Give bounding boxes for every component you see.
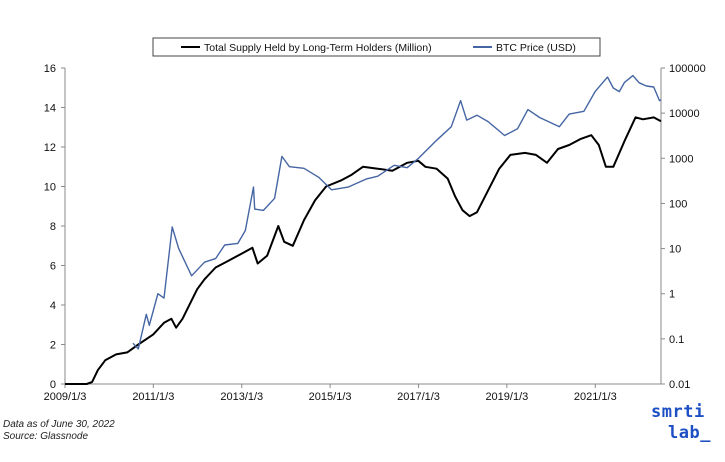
footnote-date: Data as of June 30, 2022	[3, 419, 115, 430]
x-tick-label: 2017/1/3	[397, 391, 440, 403]
series-lines	[65, 74, 662, 385]
x-tick-label: 2009/1/3	[44, 391, 87, 403]
series-line-btc-price	[132, 74, 662, 350]
legend-box	[152, 37, 601, 57]
y-right-tick-label: 1	[669, 289, 675, 301]
brand-logo: smrti lab_	[651, 402, 721, 444]
y-left-tick-label: 16	[44, 63, 56, 75]
y-right-tick-label: 100000	[669, 63, 706, 75]
x-tick-label: 2019/1/3	[485, 391, 528, 403]
y-left-tick-label: 8	[50, 221, 56, 233]
y-left-tick-label: 10	[44, 182, 56, 194]
chart-axes	[61, 67, 665, 388]
y-right-tick-label: 1000	[669, 153, 693, 165]
y-right-tick-label: 10000	[669, 108, 700, 120]
y-right-tick-label: 10	[669, 244, 681, 256]
x-tick-label: 2011/1/3	[132, 391, 174, 403]
y-left-tick-label: 12	[44, 142, 56, 154]
y-left-tick-label: 6	[50, 261, 56, 273]
x-tick-label: 2013/1/3	[220, 391, 263, 403]
legend-label-lth-supply: Total Supply Held by Long-Term Holders (…	[204, 42, 432, 54]
footnote-source: Source: Glassnode	[3, 431, 89, 442]
x-tick-label: 2015/1/3	[309, 391, 352, 403]
y-left-tick-label: 2	[50, 340, 56, 352]
tick-labels: 0 2 4 6 8 10 12 14 16 0.01 0.1 1 10 100 1000 10000 10000…	[44, 63, 706, 403]
series-line-lth-supply	[65, 116, 662, 385]
y-right-tick-label: 0.1	[669, 334, 684, 346]
y-left-tick-label: 0	[50, 379, 56, 391]
x-tick-label: 2021/1/3	[574, 391, 617, 403]
y-left-tick-label: 4	[50, 300, 56, 312]
logo-line-2: lab_	[668, 423, 711, 443]
y-right-tick-label: 100	[669, 198, 687, 210]
y-right-tick-label: 0.01	[669, 379, 690, 391]
legend-label-btc-price: BTC Price (USD)	[496, 42, 576, 54]
logo-line-1: smrti	[651, 402, 705, 422]
legend: Total Supply Held by Long-Term Holders (…	[152, 37, 601, 57]
y-left-tick-label: 14	[44, 103, 56, 115]
